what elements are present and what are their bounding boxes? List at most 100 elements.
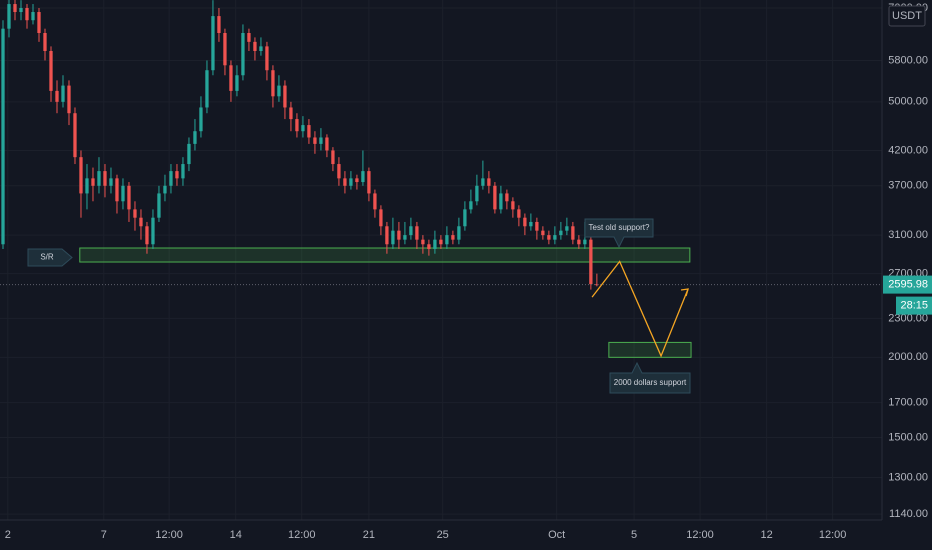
candle-body	[565, 226, 569, 231]
y-tick-label: 4200.00	[888, 144, 928, 156]
candle-body	[223, 32, 227, 66]
last-price: 2595.98	[888, 279, 928, 291]
candle-body	[145, 226, 149, 245]
x-tick-label: 5	[631, 529, 637, 541]
candle-body	[103, 171, 107, 186]
currency-box[interactable]	[888, 5, 926, 27]
projection-line	[591, 260, 689, 358]
candle-body	[169, 171, 173, 186]
candle-body	[175, 171, 179, 179]
candle-body	[511, 201, 515, 210]
x-tick-label: 12:00	[819, 529, 847, 541]
candle-body	[385, 226, 389, 245]
candle-body	[13, 4, 17, 13]
candle-body	[199, 107, 203, 132]
x-tick-label: 7	[101, 529, 107, 541]
candle-body	[355, 178, 359, 183]
candle-body	[133, 209, 137, 218]
candle-body	[367, 171, 371, 194]
y-tick-label: 5000.00	[888, 96, 928, 108]
y-tick-label: 3700.00	[888, 180, 928, 192]
candle-body	[1, 28, 5, 245]
candle-body	[271, 70, 275, 97]
callout-text: Test old support?	[589, 223, 650, 232]
x-tick-label: 25	[437, 529, 449, 541]
y-tick-label: 1300.00	[888, 471, 928, 483]
candle-body	[319, 137, 323, 144]
candle-body	[67, 85, 71, 114]
candle-body	[463, 209, 467, 227]
candle-body	[163, 185, 167, 194]
candle-body	[523, 217, 527, 227]
candle-body	[403, 235, 407, 240]
callout-box	[584, 218, 654, 249]
candle-body	[37, 12, 41, 33]
candle-body	[421, 239, 425, 245]
callout-box	[27, 248, 73, 267]
projection-arrowhead	[680, 288, 689, 297]
y-tick-label: 1700.00	[888, 397, 928, 409]
candle-body	[127, 185, 131, 210]
candle-body	[151, 217, 155, 245]
candle-body	[235, 75, 239, 91]
candle-body	[25, 8, 29, 21]
candle-body	[493, 185, 497, 210]
x-tick-label: 12:00	[155, 529, 183, 541]
candle-body	[547, 235, 551, 240]
candle-body	[241, 32, 245, 76]
candle-body	[205, 70, 209, 108]
callout-text: 2000 dollars support	[614, 378, 687, 387]
y-tick-label: 5800.00	[888, 54, 928, 66]
countdown: 28:15	[900, 300, 928, 312]
candle-body	[409, 226, 413, 236]
candle-body	[193, 131, 197, 144]
support-zone	[79, 247, 691, 263]
candle-body	[349, 178, 353, 186]
candle-body	[457, 226, 461, 240]
candle-body	[541, 230, 545, 236]
candle-body	[313, 137, 317, 144]
candle-body	[583, 239, 587, 245]
candle-body	[157, 193, 161, 218]
candle-body	[469, 201, 473, 210]
candle-body	[595, 284, 599, 286]
y-tick-label: 2000.00	[888, 351, 928, 363]
x-tick-label: 12:00	[288, 529, 316, 541]
candle-body	[553, 235, 557, 240]
candle-body	[379, 209, 383, 227]
candle-body	[535, 221, 539, 231]
candle-body	[181, 164, 185, 179]
candle-body	[427, 244, 431, 249]
y-tick-label: 1140.00	[889, 508, 928, 520]
candle-body	[139, 217, 143, 227]
candle-body	[487, 178, 491, 186]
candle-body	[397, 230, 401, 240]
candle-body	[439, 239, 443, 245]
candle-body	[517, 209, 521, 218]
last-price-badge	[883, 275, 932, 294]
currency: USDT	[892, 10, 922, 22]
candle-body	[361, 171, 365, 183]
countdown-badge	[896, 296, 932, 315]
candle-body	[415, 226, 419, 240]
candle-body	[259, 46, 263, 51]
candle-body	[529, 221, 533, 227]
candle-body	[589, 239, 593, 285]
candle-body	[373, 193, 377, 210]
candle-body	[571, 226, 575, 240]
candle-body	[445, 235, 449, 245]
candle-body	[283, 85, 287, 108]
candle-body	[97, 171, 101, 186]
x-tick-label: Oct	[548, 529, 565, 541]
candle-body	[475, 185, 479, 202]
candle-body	[343, 178, 347, 186]
candle-body	[55, 90, 59, 102]
candle-body	[187, 143, 191, 165]
candle-body	[211, 16, 215, 71]
candle-body	[499, 193, 503, 210]
y-tick-label: 3100.00	[888, 229, 928, 241]
candle-body	[7, 4, 11, 29]
candle-body	[91, 178, 95, 186]
